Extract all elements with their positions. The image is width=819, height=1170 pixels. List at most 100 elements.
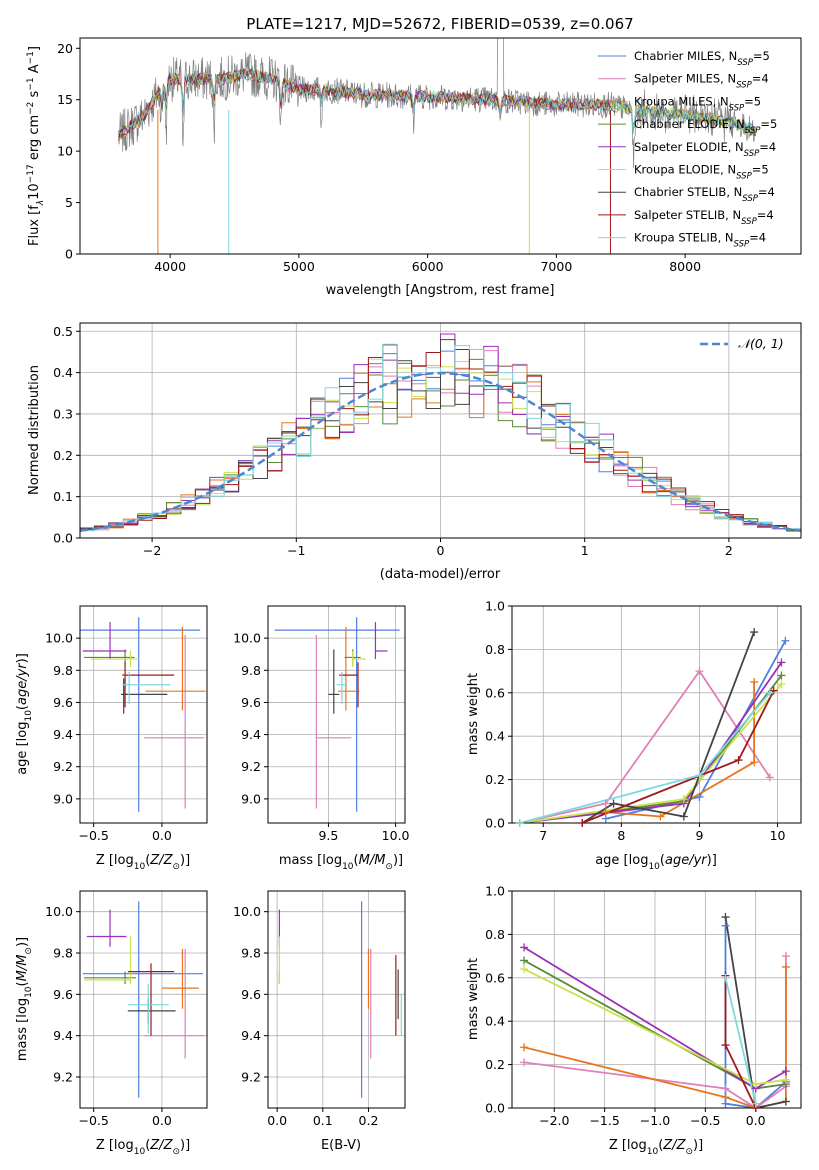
weight-marker: [721, 1084, 730, 1093]
spectrum-ytick-label: 0: [65, 247, 73, 262]
spectrum-plot-area: [118, 38, 757, 254]
age-vs-mass-xlabel: mass [log10(M/M⊙)]: [279, 853, 403, 872]
legend-label: 𝒩(0, 1): [738, 336, 784, 351]
age_vs_Z-ytick-label: 9.2: [53, 759, 73, 774]
weight-marker: [721, 1041, 730, 1050]
weight_vs_age-ytick-label: 0.6: [485, 685, 505, 700]
legend-label: Salpeter STELIB, NSSP=4: [634, 208, 774, 227]
mass_vs_EBV-xtick-label: 0.2: [359, 1113, 379, 1128]
weight-marker: [750, 628, 759, 637]
weight-marker: [750, 758, 759, 767]
mass_vs_EBV-axes: [268, 891, 405, 1108]
mass_vs_Z-plot-area: [82, 901, 205, 1098]
legend-label: Salpeter MILES, NSSP=4: [634, 72, 769, 91]
mass_vs_EBV-ytick-label: 9.4: [241, 1028, 261, 1043]
age_vs_Z-plot-area: [80, 617, 206, 812]
age_vs_mass-ytick-label: 9.0: [241, 791, 261, 806]
legend-label: Kroupa ELODIE, NSSP=5: [634, 163, 769, 182]
weight_vs_Z-ytick-label: 0.6: [485, 970, 505, 985]
weight-vs-Z-xlabel: Z [log10(Z/Z⊙)]: [609, 1138, 703, 1157]
residuals-xtick-label: 2: [725, 543, 733, 558]
residuals-ylabel: Normed distribution: [27, 365, 42, 495]
weight-vs-age-xlabel: age [log10(age/yr)]: [595, 853, 717, 872]
mass_vs_Z-xtick-label: −0.5: [78, 1113, 108, 1128]
age_vs_Z-xtick-label: 0.0: [152, 828, 172, 843]
weight-marker: [781, 1075, 790, 1084]
mass_vs_Z-ytick-label: 9.4: [53, 1028, 73, 1043]
weight_vs_age-ytick-label: 0.2: [485, 772, 505, 787]
age_vs_mass-xtick-label: 10.0: [382, 828, 410, 843]
weight-marker: [734, 756, 743, 765]
weight-marker: [765, 773, 774, 782]
weight_vs_Z-ytick-label: 0.2: [485, 1057, 505, 1072]
mass_vs_Z-ytick-label: 9.8: [53, 946, 73, 961]
spectrum-axes-frame: [79, 37, 802, 255]
residuals-xtick-label: 1: [581, 543, 589, 558]
weight_vs_Z-ytick-label: 0.0: [485, 1101, 505, 1116]
age_vs_Z-ytick-label: 10.0: [45, 631, 73, 646]
weight_vs_age-ytick-label: 0.4: [485, 729, 505, 744]
mass_vs_EBV-xtick-label: 0.0: [267, 1113, 287, 1128]
age_vs_Z-ytick-label: 9.0: [53, 791, 73, 806]
residuals-ytick-label: 0.0: [53, 531, 73, 546]
age_vs_mass-ytick-label: 9.4: [241, 727, 261, 742]
age_vs_mass-xtick-label: 9.5: [318, 828, 338, 843]
spectrum-ytick-label: 15: [57, 92, 73, 107]
age-vs-Z-xlabel: Z [log10(Z/Z⊙)]: [96, 853, 190, 872]
mass_vs_Z-ytick-label: 9.2: [53, 1070, 73, 1085]
spectrum-ytick-label: 10: [57, 144, 73, 159]
residuals-frame: [76, 322, 802, 542]
legend-label: Chabrier MILES, NSSP=5: [634, 49, 770, 68]
age_vs_Z-xtick-label: −0.5: [78, 828, 108, 843]
weight-marker: [679, 812, 688, 821]
spectrum-axes: [118, 38, 757, 254]
weight-marker: [765, 688, 774, 697]
age_vs_Z-axes-frame: [79, 605, 208, 824]
weight-line: [523, 967, 787, 1108]
weight_vs_age-ytick-label: 0.0: [485, 816, 505, 831]
mass_vs_EBV-ytick-label: 9.2: [241, 1070, 261, 1085]
spectrum-frame: [76, 37, 802, 258]
age-vs-Z-ylabel: age [log10(age/yr)]: [15, 653, 34, 775]
residuals-xtick-label: 0: [437, 543, 445, 558]
legend-label: Chabrier ELODIE, NSSP=5: [634, 117, 777, 136]
spectrum-xtick-label: 7000: [540, 259, 572, 274]
age_vs_Z-axes: [80, 606, 207, 823]
mass_vs_EBV-ytick-label: 9.8: [241, 946, 261, 961]
weight_vs_Z-ytick-label: 0.8: [485, 927, 505, 942]
weight_vs_age-frame: [508, 605, 802, 827]
legend-label: Kroupa MILES, NSSP=5: [634, 94, 761, 113]
age_vs_mass-axes: [268, 606, 405, 823]
mass_vs_EBV-plot-area: [278, 901, 402, 1098]
weight-marker: [721, 913, 730, 922]
mass_vs_EBV-ytick-label: 9.6: [241, 987, 261, 1002]
age_vs_Z-frame: [76, 605, 208, 827]
weight-marker: [781, 1097, 790, 1106]
weight-marker: [751, 1080, 760, 1089]
weight-marker: [721, 973, 730, 982]
weight_vs_Z-ytick-label: 0.4: [485, 1014, 505, 1029]
age_vs_mass-frame: [264, 605, 406, 827]
mass_vs_Z-axes: [80, 891, 207, 1108]
weight_vs_age-xtick-label: 9: [695, 828, 703, 843]
weight-marker: [520, 965, 529, 974]
weight-marker: [750, 677, 759, 686]
weight_vs_Z-xtick-label: −0.5: [690, 1113, 720, 1128]
weight-marker: [656, 812, 665, 821]
weight_vs_age-xtick-label: 10: [770, 828, 786, 843]
age_vs_mass-ytick-label: 9.2: [241, 759, 261, 774]
weight_vs_Z-ytick-label: 1.0: [485, 884, 505, 899]
spectrum-xlabel: wavelength [Angstrom, rest frame]: [326, 283, 555, 298]
weight-marker: [520, 956, 529, 965]
residuals-ytick-label: 0.4: [53, 365, 73, 380]
weight-marker: [721, 921, 730, 930]
weight_vs_age-axes-frame: [511, 605, 802, 824]
legend-label: Chabrier STELIB, NSSP=4: [634, 185, 775, 204]
weight_vs_Z-xtick-label: −1.0: [640, 1113, 670, 1128]
mass_vs_Z-ytick-label: 10.0: [45, 904, 73, 919]
age_vs_Z-ytick-label: 9.4: [53, 727, 73, 742]
weight-line: [724, 977, 757, 1104]
weight-marker: [777, 658, 786, 667]
weight-marker: [601, 808, 610, 817]
